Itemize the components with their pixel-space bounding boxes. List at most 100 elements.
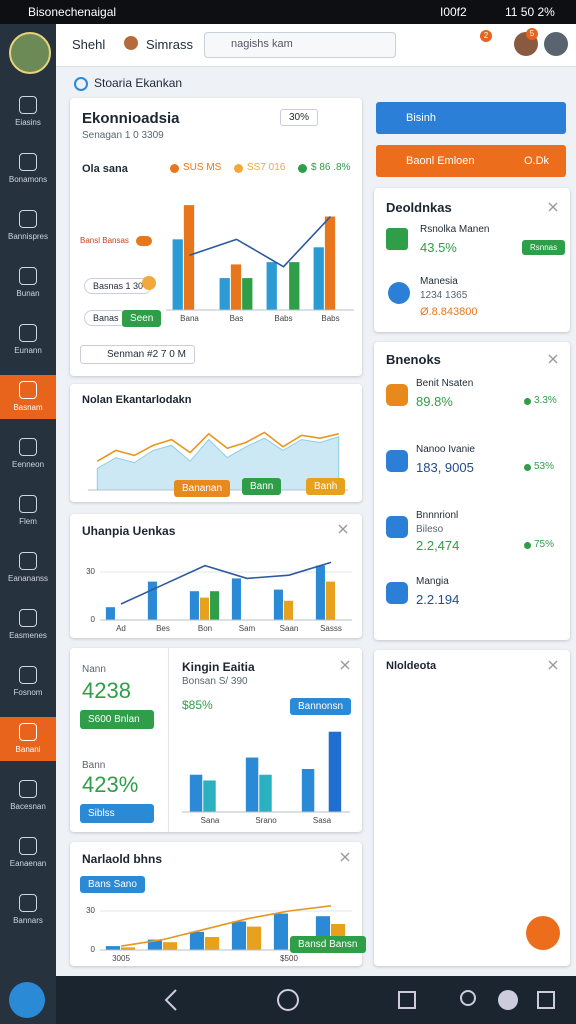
- sidebar-item[interactable]: Bunan: [0, 261, 56, 305]
- close-icon[interactable]: [338, 524, 348, 534]
- button[interactable]: Bans Sano: [80, 876, 145, 893]
- chart: 0 30 Ad Bes Bon Sam Saan Sasss: [86, 561, 352, 633]
- bar: [242, 278, 253, 310]
- bar: [301, 769, 315, 812]
- sidebar-label: Eiasins: [15, 118, 41, 127]
- footer: Senman #2 7 0 M: [80, 345, 195, 364]
- sidebar-item[interactable]: Flem: [0, 489, 56, 533]
- search-box[interactable]: nagishs kam: [204, 32, 396, 58]
- home-button[interactable]: [9, 982, 45, 1018]
- sidebar-item[interactable]: Eunann: [0, 318, 56, 362]
- recents[interactable]: [398, 991, 416, 1009]
- sidebar-label: Eanananss: [7, 574, 49, 583]
- close-icon[interactable]: [340, 660, 350, 670]
- sidebar-label: Bunan: [16, 289, 40, 298]
- close-stroke: [340, 852, 350, 862]
- sidebar-item[interactable]: Bannars: [0, 888, 56, 932]
- item-icon: [386, 228, 408, 250]
- item-name: Mangia: [416, 576, 449, 587]
- bar: [121, 947, 136, 950]
- sidebar-item[interactable]: Bacesnan: [0, 774, 56, 818]
- sidebar-label: Flem: [19, 517, 37, 526]
- close-icon[interactable]: [340, 852, 350, 862]
- bar: [266, 262, 277, 310]
- legend-label: SUS MS: [183, 162, 222, 173]
- y-tick-label: 0: [91, 615, 96, 624]
- button[interactable]: Bansd Bansn: [290, 936, 366, 953]
- windows[interactable]: [537, 991, 555, 1009]
- close-stroke: [340, 660, 350, 670]
- sidebar-item[interactable]: Eanaenan: [0, 831, 56, 875]
- kpi-button[interactable]: S600 Bnlan: [80, 710, 154, 729]
- primary-button[interactable]: Bisinh: [376, 102, 566, 134]
- sidebar-item[interactable]: Eanananss: [0, 546, 56, 590]
- home[interactable]: [277, 989, 299, 1011]
- item-name: Manesia: [420, 276, 458, 287]
- close-icon[interactable]: [548, 660, 558, 670]
- card-title: Ekonnioadsia: [82, 110, 180, 127]
- kpi-label: Nann: [82, 664, 106, 675]
- sidebar-label: Bannars: [13, 916, 43, 925]
- item-value: Ø.8.843800: [420, 306, 478, 318]
- close-stroke: [548, 354, 558, 364]
- line: [96, 431, 339, 462]
- sidebar-item[interactable]: Basnam: [0, 375, 56, 419]
- close-icon[interactable]: [548, 354, 558, 364]
- sidebar-icon: [19, 780, 37, 798]
- sidebar-item[interactable]: Bonamons: [0, 147, 56, 191]
- card-subtitle: Bonsan S/ 390: [182, 676, 248, 687]
- kpi-button[interactable]: Siblss: [80, 804, 154, 823]
- item-icon: [386, 516, 408, 538]
- kpi-value: 423%: [82, 772, 139, 797]
- button[interactable]: Bannonsn: [290, 698, 352, 715]
- item-change: 75%: [534, 539, 555, 550]
- close-icon[interactable]: [548, 202, 558, 212]
- apps[interactable]: [498, 990, 518, 1010]
- sidebar: Eiasins Bonamons Bannispres Bunan Eunann Basn…: [0, 24, 56, 976]
- header-title: Shehl: [72, 37, 106, 52]
- item-value: 89.8%: [416, 394, 453, 409]
- x-tick-label: Babs: [274, 314, 292, 323]
- chart: Sana Srano Sasa: [182, 731, 350, 825]
- avatar[interactable]: [9, 32, 51, 74]
- bar: [205, 937, 220, 950]
- secondary-button[interactable]: Baonl Emloen O.Dk: [376, 145, 566, 177]
- item-tag[interactable]: Rsnnas: [522, 240, 566, 255]
- card-title: Deoldnkas: [386, 200, 452, 215]
- profile[interactable]: [544, 32, 568, 56]
- back[interactable]: [164, 989, 177, 1011]
- sidebar-item[interactable]: Banani: [0, 717, 56, 761]
- chart-button[interactable]: Bananan: [174, 480, 231, 497]
- bar: [189, 931, 204, 950]
- user-name[interactable]: Simrass: [146, 37, 193, 52]
- fab[interactable]: [526, 916, 560, 950]
- sidebar-item[interactable]: Fosnom: [0, 660, 56, 704]
- sidebar-icon: [19, 438, 37, 456]
- legend-swatch: [298, 164, 307, 173]
- chart-button[interactable]: Banh: [306, 478, 346, 495]
- sidebar-item[interactable]: Eenneon: [0, 432, 56, 476]
- bar: [163, 942, 178, 950]
- card-subtitle: Senagan 1 0 3309: [82, 130, 164, 141]
- chart-button[interactable]: Bann: [242, 478, 282, 495]
- card: Nloldeota: [374, 650, 570, 966]
- x-tick-label: Srano: [255, 816, 277, 825]
- sidebar-label: Bannispres: [7, 232, 49, 241]
- close-stroke: [548, 202, 558, 212]
- sidebar-item[interactable]: Eiasins: [0, 90, 56, 134]
- sidebar-item[interactable]: Bannispres: [0, 204, 56, 248]
- card-title: Nloldeota: [386, 660, 437, 672]
- sidebar-item[interactable]: Easmenes: [0, 603, 56, 647]
- search[interactable]: [460, 990, 476, 1006]
- bar: [273, 913, 288, 950]
- bar: [199, 597, 210, 620]
- card-title: Uhanpia Uenkas: [82, 524, 176, 538]
- sidebar-label: Eanaenan: [9, 859, 47, 868]
- close-stroke: [548, 660, 558, 670]
- row-button[interactable]: Seen: [122, 310, 162, 327]
- item-value: 43.5%: [420, 240, 457, 255]
- bar: [105, 607, 115, 620]
- sidebar-icon: [19, 837, 37, 855]
- nav-bar: [0, 976, 576, 1024]
